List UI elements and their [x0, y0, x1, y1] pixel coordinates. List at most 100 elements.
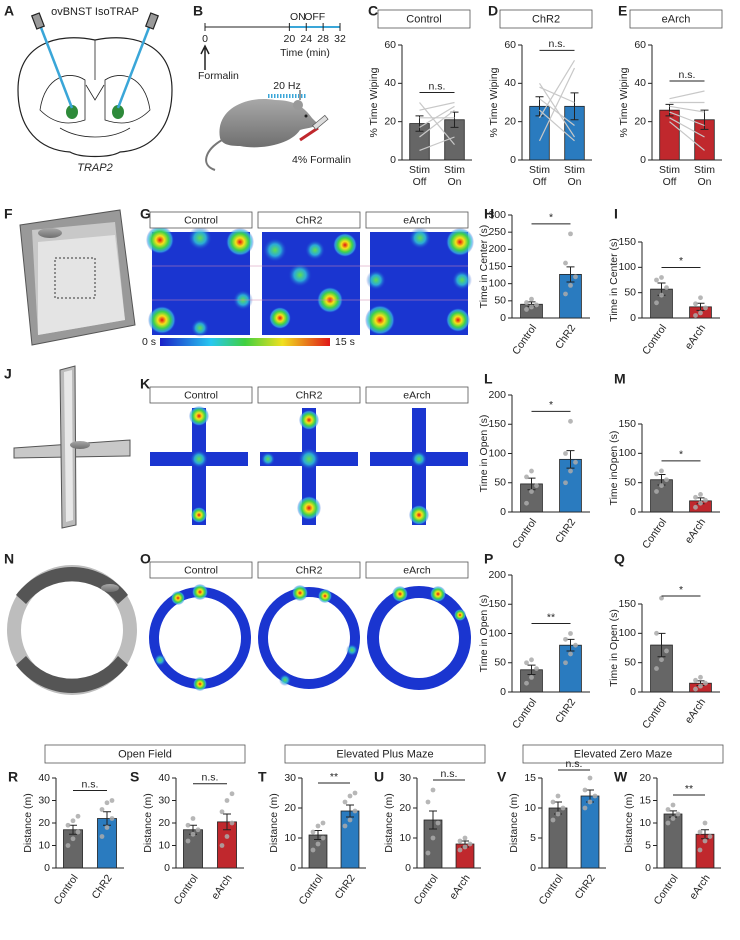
error-bar — [415, 115, 424, 132]
x-tick-label-box: Stim On — [444, 164, 465, 188]
data-point — [320, 835, 326, 841]
data-point — [320, 820, 326, 826]
y-tick-label: 150 — [618, 236, 636, 248]
x-tick-label: Control — [640, 696, 669, 731]
x-tick-label: ChR2 — [553, 696, 578, 725]
group-label: eArch — [403, 564, 431, 576]
data-point — [659, 292, 664, 298]
panel-letter: J — [4, 366, 12, 382]
y-tick-label: 150 — [618, 418, 636, 430]
arrow — [200, 44, 210, 70]
data-point — [347, 817, 353, 823]
x-tick-label: Control — [640, 516, 669, 551]
panel-letter: E — [618, 3, 627, 19]
panel-letter: K — [140, 376, 150, 392]
y-axis-label: Time in Open (s) — [478, 415, 490, 493]
x-tick-label: Control — [411, 872, 440, 907]
y-tick-label: 30 — [284, 772, 296, 784]
y-tick-label: 200 — [488, 569, 506, 581]
panel-letter: B — [193, 3, 203, 19]
open-field-illustration — [19, 209, 136, 346]
panel-letter: H — [484, 206, 494, 222]
data-point — [219, 809, 225, 815]
data-point — [310, 829, 316, 835]
x-tick-label: Stim Off — [659, 164, 680, 188]
data-point — [109, 798, 115, 803]
group-label: ChR2 — [296, 389, 323, 401]
panel-title: ovBNST IsoTRAP — [51, 6, 139, 18]
y-tick-label: 0 — [510, 154, 516, 166]
significance-label: * — [679, 584, 683, 596]
y-tick-label: 200 — [488, 243, 506, 255]
error-bar — [566, 266, 575, 283]
data-point — [698, 674, 703, 680]
y-tick-label: 100 — [488, 627, 506, 639]
data-point — [563, 451, 568, 456]
y-tick-label: 10 — [38, 839, 50, 851]
y-tick-label: 0 — [44, 862, 50, 874]
data-point — [703, 497, 708, 503]
paired-line — [669, 121, 705, 151]
y-tick-label: 10 — [158, 839, 170, 851]
y-tick-label: 0 — [630, 686, 636, 698]
data-point — [664, 477, 669, 483]
section-box — [44, 744, 246, 764]
x-tick-label: Control — [296, 872, 325, 907]
error-bar — [535, 96, 544, 117]
x-tick-label-box: Stim Off — [529, 164, 550, 188]
data-point — [529, 674, 534, 680]
data-point — [659, 483, 664, 488]
data-point — [697, 847, 703, 853]
error-bar — [223, 813, 231, 831]
significance-label: n.s. — [566, 758, 583, 770]
data-point — [592, 793, 598, 799]
panel-letter: R — [8, 769, 18, 785]
data-point — [342, 823, 348, 829]
y-tick-label: 0 — [164, 862, 170, 874]
data-point — [563, 291, 568, 297]
panel-letter: P — [484, 551, 493, 567]
data-point — [582, 805, 588, 811]
title-box — [499, 9, 593, 29]
y-tick-label: 10 — [524, 802, 536, 814]
y-axis-label: Distance (m) — [623, 793, 635, 853]
x-tick-label-box: Stim Off — [659, 164, 680, 188]
data-point — [555, 793, 561, 799]
y-tick-label: 100 — [618, 447, 636, 459]
y-tick-label: 20 — [384, 115, 396, 127]
panel-letter: F — [4, 206, 13, 222]
group-label: eArch — [403, 214, 431, 226]
y-tick-label: 100 — [488, 277, 506, 289]
y-tick-label: 100 — [618, 261, 636, 273]
x-tick-label: Control — [510, 516, 539, 551]
timeline-tick-label: 32 — [334, 33, 346, 45]
data-point — [659, 275, 664, 280]
chart-title: eArch — [662, 13, 691, 25]
x-tick-label: Stim On — [564, 164, 585, 188]
data-point — [654, 277, 659, 283]
data-point — [529, 304, 534, 310]
data-point — [568, 468, 573, 474]
significance-label: * — [679, 449, 683, 461]
y-tick-label: 0 — [500, 312, 506, 324]
data-point — [693, 301, 698, 307]
x-tick-label: Control — [651, 872, 680, 907]
data-point — [702, 838, 708, 844]
error-bar — [429, 810, 437, 830]
data-point — [573, 459, 578, 465]
timeline-tick-label: 24 — [300, 33, 312, 45]
data-point — [529, 489, 534, 494]
y-axis-label: Time in Open (s) — [608, 609, 620, 687]
data-point — [190, 831, 196, 837]
error-bar — [700, 109, 709, 130]
stim-label: 20 Hz — [273, 80, 300, 92]
data-point — [457, 838, 463, 844]
paired-line — [669, 90, 705, 100]
data-point — [229, 791, 235, 797]
paired-line — [669, 111, 705, 127]
data-point — [534, 302, 539, 308]
timeline-tick-label: 0 — [202, 33, 208, 45]
x-tick-label: Control — [510, 322, 539, 357]
panel-letter: T — [258, 769, 267, 785]
